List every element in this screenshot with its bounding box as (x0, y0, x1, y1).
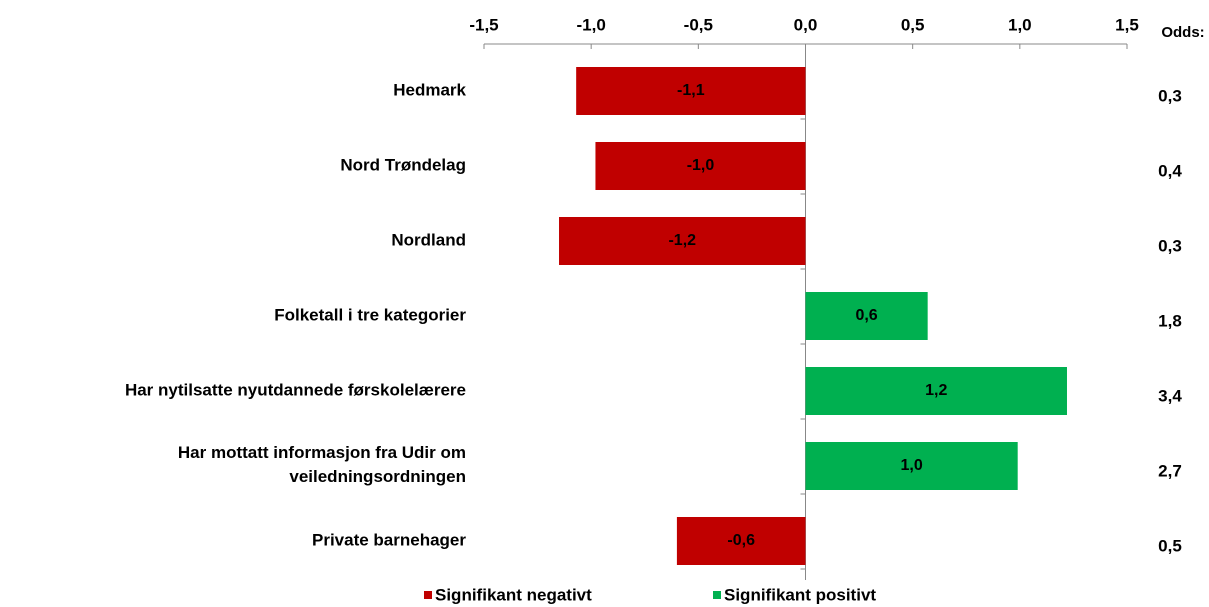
category-line: veiledningsordningen (289, 467, 466, 486)
legend-swatch (713, 591, 721, 599)
odds-value: 0,5 (1158, 536, 1182, 555)
value-label: 1,0 (900, 457, 922, 474)
category-label: Har nytilsatte nyutdannede førskolelærer… (125, 380, 466, 399)
category-label: Har mottatt informasjon fra Udir om veile… (178, 443, 466, 486)
category-label: Nordland (391, 230, 466, 249)
category-label: Nord Trøndelag (340, 155, 466, 174)
x-tick-label: -1,5 (469, 15, 498, 34)
bar (595, 142, 806, 190)
bar (805, 292, 928, 340)
value-label: 0,6 (855, 307, 877, 324)
x-tick-label: 1,0 (1008, 15, 1032, 34)
x-tick-label: 0,5 (901, 15, 925, 34)
category-label: Private barnehager (312, 530, 466, 549)
bar (576, 67, 806, 115)
x-tick-label: 0,0 (794, 15, 818, 34)
bar (805, 367, 1067, 415)
legend-swatch (424, 591, 432, 599)
x-tick-label: -0,5 (684, 15, 713, 34)
legend-label: Signifikant negativt (435, 585, 592, 604)
odds-value: 0,3 (1158, 86, 1182, 105)
category-line: Har mottatt informasjon fra Udir om (178, 443, 466, 462)
odds-value: 3,4 (1158, 386, 1182, 405)
bar (676, 517, 806, 565)
bar (559, 217, 806, 265)
odds-value: 0,3 (1158, 236, 1182, 255)
odds-header: Odds: (1161, 24, 1204, 41)
value-label: -1,0 (687, 157, 715, 174)
value-label: 1,2 (925, 382, 947, 399)
x-tick-label: -1,0 (577, 15, 606, 34)
odds-value: 0,4 (1158, 161, 1182, 180)
value-label: -1,2 (668, 232, 696, 249)
value-label: -1,1 (677, 82, 705, 99)
bar (805, 442, 1018, 490)
odds-value: 1,8 (1158, 311, 1182, 330)
value-label: -0,6 (727, 532, 755, 549)
category-label: Hedmark (393, 80, 466, 99)
x-tick-label: 1,5 (1115, 15, 1139, 34)
legend-label: Signifikant positivt (724, 585, 876, 604)
odds-value: 2,7 (1158, 461, 1182, 480)
category-label: Folketall i tre kategorier (274, 305, 466, 324)
